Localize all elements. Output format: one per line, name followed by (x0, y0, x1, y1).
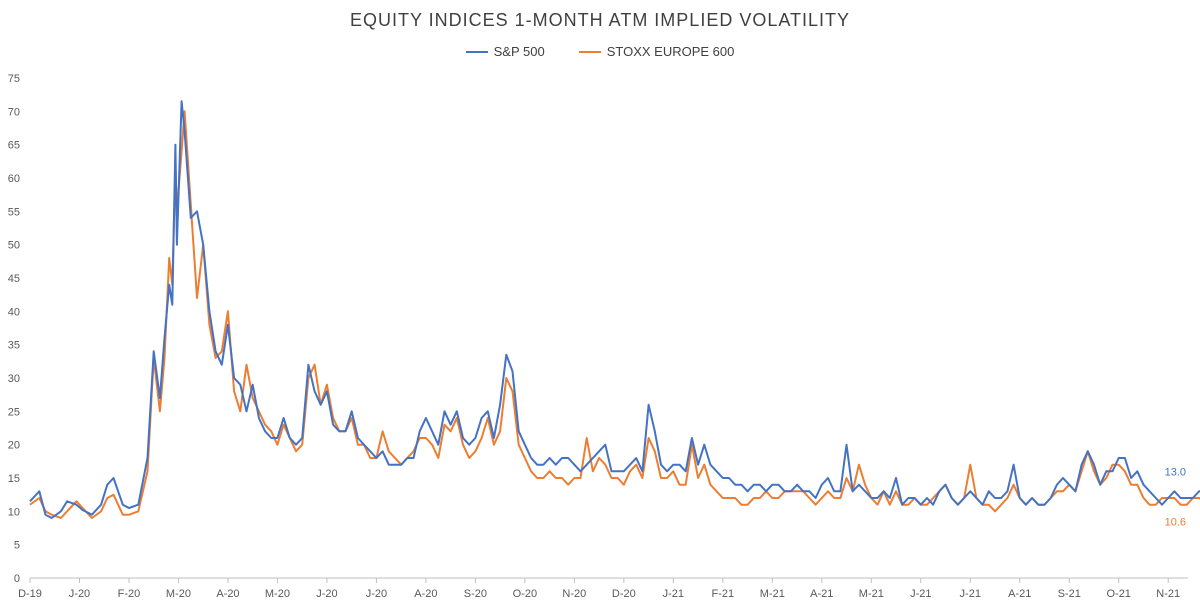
y-tick-label: 55 (8, 206, 20, 218)
x-tick-label: J-21 (960, 588, 981, 600)
legend-swatch-stoxx600 (578, 50, 601, 53)
x-tick-label: D-20 (612, 588, 636, 600)
x-tick-label: J-20 (316, 588, 337, 600)
y-tick-label: 35 (8, 340, 20, 352)
series-layer (29, 100, 1200, 519)
y-tick-label: 20 (8, 440, 20, 452)
x-tick-label: M-21 (760, 588, 785, 600)
y-tick-label: 60 (8, 173, 20, 185)
end-label-stoxx600: 10.6 (1165, 516, 1186, 528)
x-tick-label: M-20 (265, 588, 290, 600)
x-tick-label: J-20 (69, 588, 90, 600)
y-tick-label: 30 (8, 373, 20, 385)
axes: 0 5 10 15 20 25 30 35 40 45 50 55 60 65 70 75 D-19 J-20 F-… (8, 73, 1188, 600)
y-tick-label: 5 (14, 540, 20, 552)
y-tick-label: 10 (8, 506, 20, 518)
y-tick-label: 45 (8, 273, 20, 285)
y-tick-label: 40 (8, 306, 20, 318)
x-tick-label: A-21 (1008, 588, 1031, 600)
series-line-sp500 (29, 100, 1200, 519)
x-tick-label: J-21 (663, 588, 684, 600)
chart-title: EQUITY INDICES 1-MONTH ATM IMPLIED VOLAT… (349, 10, 851, 30)
x-tick-label: S-21 (1058, 588, 1081, 600)
x-tick-label: F-20 (118, 588, 141, 600)
end-labels: 13.0 10.6 (1165, 466, 1186, 528)
x-tick-label: A-20 (414, 588, 437, 600)
x-tick-label: S-20 (464, 588, 487, 600)
y-tick-label: 65 (8, 140, 20, 152)
x-tick-label: N-21 (1156, 588, 1180, 600)
y-tick-label: 0 (14, 573, 20, 585)
x-tick-label: O-20 (513, 588, 537, 600)
legend: S&P 500 STOXX EUROPE 600 (0, 44, 1200, 59)
y-tick-label: 50 (8, 240, 20, 252)
x-tick-label: A-21 (810, 588, 833, 600)
y-tick-label: 25 (8, 406, 20, 418)
x-tick-label: J-21 (910, 588, 931, 600)
x-tick-label: M-21 (859, 588, 884, 600)
x-tick-label: D-19 (18, 588, 42, 600)
x-tick-label: J-20 (366, 588, 387, 600)
legend-swatch-sp500 (465, 50, 488, 53)
legend-label-sp500: S&P 500 (493, 44, 545, 59)
y-tick-label: 15 (8, 473, 20, 485)
x-tick-label: A-20 (216, 588, 239, 600)
y-tick-label: 75 (8, 73, 20, 85)
legend-item-stoxx600: STOXX EUROPE 600 (578, 44, 735, 59)
x-tick-label: O-21 (1106, 588, 1130, 600)
legend-label-stoxx600: STOXX EUROPE 600 (606, 44, 735, 59)
x-tick-label: F-21 (712, 588, 735, 600)
x-tick-label: N-20 (562, 588, 586, 600)
series-line-stoxx600 (29, 110, 1200, 519)
y-tick-label: 70 (8, 106, 20, 118)
x-tick-label: M-20 (166, 588, 191, 600)
legend-item-sp500: S&P 500 (465, 44, 545, 59)
end-label-sp500: 13.0 (1165, 466, 1186, 478)
